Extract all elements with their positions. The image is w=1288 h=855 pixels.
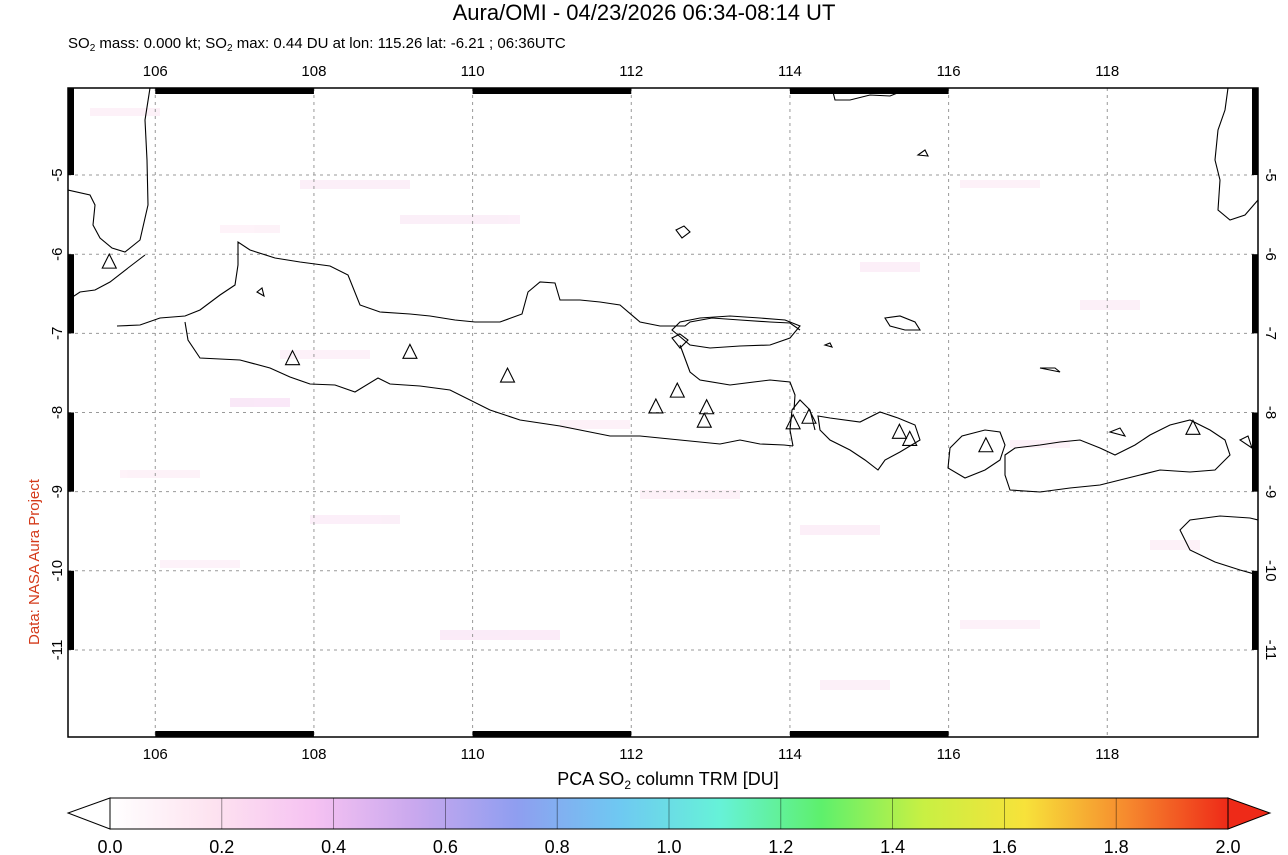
colorbar-tick-label: 1.6 [992, 837, 1017, 855]
colorbar-title-rest: column TRM [DU] [631, 769, 779, 789]
coast-lombok [947, 429, 1006, 479]
volcano-marker [698, 398, 715, 415]
frame-bar-bottom [472, 731, 632, 737]
colorbar-tick-label: 0.2 [209, 837, 234, 855]
volcano-markers [101, 252, 1201, 453]
subtitle-so-text: SO [68, 35, 90, 52]
volcano-marker [1185, 419, 1201, 435]
lat-tick-label-left: -11 [49, 640, 66, 661]
lon-tick-label-bottom: 110 [461, 746, 485, 763]
lon-tick-label-bottom: 112 [619, 746, 643, 763]
subtitle-max-text: max: 0.44 DU at lon: 115.26 lat: -6.21 ;… [232, 35, 566, 52]
coast-java-north [116, 240, 801, 331]
lat-tick-label-right: -9 [1262, 485, 1279, 498]
lat-tick-label-right: -7 [1262, 327, 1279, 340]
volcano-marker [785, 413, 801, 430]
coast-east-java-north [679, 344, 796, 411]
frame-bar-bottom [155, 731, 314, 737]
lat-tick-label-right: -11 [1262, 640, 1279, 661]
colorbar-tick-label: 0.0 [97, 837, 122, 855]
lat-tick-label-left: -8 [49, 406, 66, 419]
lat-tick-label-right: -10 [1262, 560, 1279, 582]
frame-bar-top [472, 88, 632, 94]
volcano-marker [402, 343, 418, 359]
frame-alternating-bars [68, 88, 1258, 737]
lon-tick-label-bottom: 108 [301, 746, 326, 763]
lon-tick-label-top: 112 [619, 63, 643, 80]
lat-tick-label-left: -9 [49, 485, 66, 498]
lat-tick-label-left: -7 [49, 327, 66, 340]
lon-tick-label-top: 118 [1095, 63, 1119, 80]
colorbar-tick-label: 1.8 [1104, 837, 1129, 855]
coast-sulawesi [1214, 88, 1258, 221]
lon-tick-label-top: 114 [778, 63, 802, 80]
lat-tick-label-right: -6 [1262, 248, 1279, 261]
subtitle-mass-text: mass: 0.000 kt; SO [95, 35, 227, 52]
coast-sumba [1179, 515, 1258, 576]
frame-bar-bottom [789, 731, 949, 737]
colorbar-tick-label: 1.2 [768, 837, 793, 855]
volcano-marker [101, 252, 118, 269]
frame-bar-left [68, 88, 74, 176]
lat-tick-label-right: -5 [1262, 168, 1279, 181]
volcano-marker [801, 408, 817, 424]
colorbar-tick-label: 0.6 [433, 837, 458, 855]
colorbar-high-arrow [1227, 797, 1272, 830]
volcano-marker [284, 349, 301, 366]
coastlines [68, 88, 1258, 576]
volcano-marker [499, 366, 516, 383]
lon-tick-label-bottom: 118 [1095, 746, 1119, 763]
colorbar-low-arrow [66, 797, 111, 830]
axis-tick-labels: 106 106 108 108 110 110 112 112 114 114 116 116 118 1… [49, 63, 1279, 763]
volcano-marker [977, 436, 994, 453]
lon-tick-label-bottom: 114 [778, 746, 802, 763]
figure-title: Aura/OMI - 04/23/2026 06:34-08:14 UT [452, 0, 836, 25]
lat-tick-label-left: -6 [49, 248, 66, 261]
coast-bali [817, 411, 921, 471]
lon-tick-label-top: 110 [461, 63, 485, 80]
colorbar-tick-label: 0.4 [321, 837, 346, 855]
frame-bar-top [155, 88, 314, 94]
frame-bar-right [1252, 412, 1258, 492]
volcano-marker [696, 411, 713, 428]
colorbar-tick-label: 0.8 [545, 837, 570, 855]
colorbar: 0.0 0.2 0.4 0.6 0.8 1.0 1.2 1.4 1.6 1.8 2.0 [66, 797, 1272, 855]
coast-sumbawa [1004, 419, 1231, 493]
lat-tick-label-left: -5 [49, 168, 66, 181]
volcano-marker [669, 381, 686, 398]
data-credit: Data: NASA Aura Project [26, 479, 43, 645]
frame-bar-right [1252, 254, 1258, 334]
colorbar-tick-label: 1.0 [656, 837, 681, 855]
figure-subtitle: SO2 mass: 0.000 kt; SO2 max: 0.44 DU at … [68, 35, 566, 54]
coast-java-south [184, 321, 794, 447]
frame-bar-right [1252, 570, 1258, 650]
frame-bar-top [789, 88, 949, 94]
lon-tick-label-top: 108 [301, 63, 326, 80]
volcano-marker [891, 423, 908, 439]
so2-noise-field [90, 108, 1200, 690]
frame-bar-left [68, 412, 74, 492]
lon-tick-label-top: 106 [143, 63, 168, 80]
coast-madura [671, 315, 801, 349]
frame-bar-left [68, 570, 74, 650]
lon-tick-label-bottom: 106 [143, 746, 168, 763]
colorbar-title-text: PCA SO [557, 769, 625, 789]
volcano-marker [647, 397, 664, 414]
colorbar-tick-label: 1.4 [880, 837, 905, 855]
lat-tick-label-right: -8 [1262, 406, 1279, 419]
frame-bar-left [68, 254, 74, 334]
lon-tick-label-top: 116 [937, 63, 961, 80]
graticule [68, 88, 1258, 737]
frame-bar-right [1252, 88, 1258, 176]
colorbar-tick-label: 2.0 [1215, 837, 1240, 855]
colorbar-title: PCA SO2 column TRM [DU] [557, 769, 779, 792]
lat-tick-label-left: -10 [49, 560, 66, 582]
coast-sumatra-south [68, 254, 146, 301]
lon-tick-label-bottom: 116 [937, 746, 961, 763]
coast-sumatra [68, 88, 151, 253]
volcano-marker [901, 430, 918, 446]
